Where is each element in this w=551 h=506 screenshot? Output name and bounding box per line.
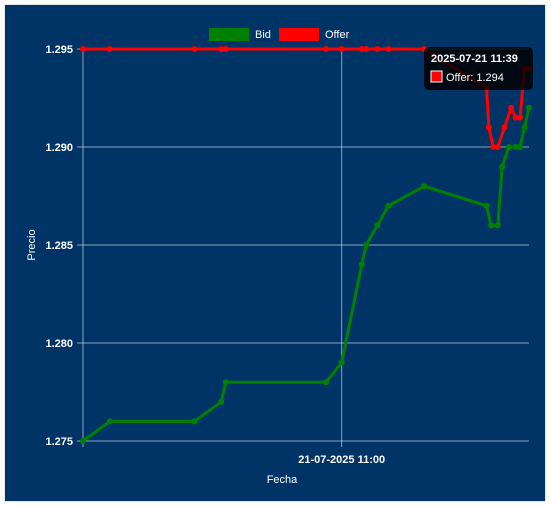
bid-data-point[interactable] [494,222,501,229]
offer-data-point[interactable] [323,46,330,52]
y-axis-title: Precio [26,229,38,260]
y-tick-label: 1.275 [45,436,73,448]
offer-data-point[interactable] [191,46,198,52]
offer-data-point[interactable] [374,46,381,52]
line-chart[interactable]: 1.275 1.280 1.285 1.290 1.295 21-07-2025 11:… [5,5,547,503]
bid-data-point[interactable] [505,144,512,150]
bid-series-line[interactable] [82,107,531,443]
offer-data-point[interactable] [490,144,497,150]
y-tick-label: 1.295 [45,44,73,56]
bid-data-point[interactable] [338,359,345,366]
offer-data-point[interactable] [363,46,370,52]
offer-data-point[interactable] [494,144,501,150]
bid-data-point[interactable] [488,222,495,229]
tooltip-box [424,47,533,90]
bid-data-point[interactable] [521,124,528,131]
offer-data-point[interactable] [80,46,86,52]
offer-data-point[interactable] [385,46,392,52]
grid [77,48,529,447]
offer-data-point[interactable] [222,46,229,52]
offer-data-point[interactable] [218,46,225,52]
chart-container: 1.275 1.280 1.285 1.290 1.295 21-07-2025 11:… [4,4,546,502]
bid-data-point[interactable] [499,163,506,170]
legend-label-offer[interactable]: Offer [325,29,350,41]
bid-data-point[interactable] [385,202,392,209]
offer-data-point[interactable] [358,46,365,52]
offer-data-point[interactable] [106,46,113,52]
legend-label-bid[interactable]: Bid [255,29,271,41]
bid-data-point[interactable] [483,202,490,209]
tooltip: 2025-07-21 11:39 Offer: 1.294 [424,47,533,90]
y-axis: 1.275 1.280 1.285 1.290 1.295 [45,44,73,448]
x-tick-label: 21-07-2025 11:00 [298,454,385,466]
bid-data-point[interactable] [222,379,229,386]
x-axis: 21-07-2025 11:00 [298,454,385,466]
legend[interactable]: Bid Offer [209,28,350,41]
series-group [80,46,532,444]
offer-data-point[interactable] [508,104,515,111]
y-tick-label: 1.290 [45,142,73,154]
tooltip-swatch [430,70,443,83]
bid-data-point[interactable] [421,183,428,190]
bid-data-point[interactable] [323,379,330,386]
bid-data-point[interactable] [512,144,519,150]
y-tick-label: 1.285 [45,240,73,252]
offer-data-point[interactable] [501,124,508,131]
offer-data-point[interactable] [517,114,524,121]
y-tick-label: 1.280 [45,338,73,350]
tooltip-value: Offer: 1.294 [446,72,504,84]
bid-data-point[interactable] [358,261,365,268]
bid-data-point[interactable] [218,398,225,405]
offer-data-point[interactable] [512,114,519,121]
bid-data-point[interactable] [363,242,370,248]
tooltip-title: 2025-07-21 11:39 [431,53,518,65]
offer-data-point[interactable] [338,46,345,52]
bid-data-point[interactable] [526,104,532,111]
bid-data-point[interactable] [191,418,198,425]
bid-data-point[interactable] [80,438,86,444]
legend-swatch-offer[interactable] [279,28,319,41]
bid-data-point[interactable] [374,222,381,229]
bid-data-point[interactable] [517,144,524,150]
legend-swatch-bid[interactable] [209,28,249,41]
x-axis-title: Fecha [267,474,298,486]
offer-data-point[interactable] [485,124,492,131]
bid-data-point[interactable] [106,418,113,425]
